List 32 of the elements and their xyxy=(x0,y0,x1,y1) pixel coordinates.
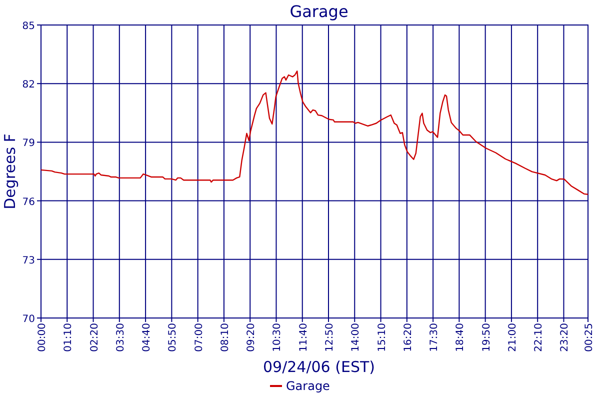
x-tick-label: 16:20 xyxy=(402,323,414,352)
x-tick-label: 00:00 xyxy=(37,323,48,352)
x-tick-label: 22:10 xyxy=(534,323,545,352)
chart-title: Garage xyxy=(290,2,348,21)
y-axis-title: Degrees F xyxy=(1,134,19,210)
x-tick-label: 05:50 xyxy=(168,323,179,352)
y-tick-label: 76 xyxy=(22,196,35,208)
y-tick-label: 70 xyxy=(22,314,35,325)
y-tick-label: 73 xyxy=(22,255,35,266)
x-tick-label: 11:40 xyxy=(298,323,310,352)
y-tick-label: 85 xyxy=(22,21,35,32)
x-tick-label: 09:20 xyxy=(246,323,258,352)
x-tick-label: 04:40 xyxy=(142,323,153,352)
x-tick-label: 23:20 xyxy=(560,323,571,352)
x-tick-label: 18:40 xyxy=(455,323,466,352)
x-tick-label: 01:10 xyxy=(63,323,74,352)
x-tick-label: 02:20 xyxy=(89,323,100,352)
x-tick-label: 00:25 xyxy=(584,323,595,352)
x-tick-label: 15:10 xyxy=(376,323,388,352)
x-tick-label: 08:10 xyxy=(220,323,231,352)
x-tick-label: 10:30 xyxy=(272,323,284,352)
x-tick-label: 12:50 xyxy=(324,323,336,352)
x-tick-label: 19:50 xyxy=(481,323,492,352)
x-tick-label: 21:00 xyxy=(507,323,518,352)
x-tick-label: 14:00 xyxy=(350,323,362,352)
y-tick-label: 79 xyxy=(22,138,35,150)
legend-label: Garage xyxy=(286,379,330,393)
y-tick-label: 82 xyxy=(22,80,35,91)
x-tick-label: 17:30 xyxy=(429,323,440,352)
x-tick-label: 07:00 xyxy=(194,323,205,352)
x-tick-label: 03:30 xyxy=(115,323,126,352)
x-axis-title: 09/24/06 (EST) xyxy=(262,358,376,376)
